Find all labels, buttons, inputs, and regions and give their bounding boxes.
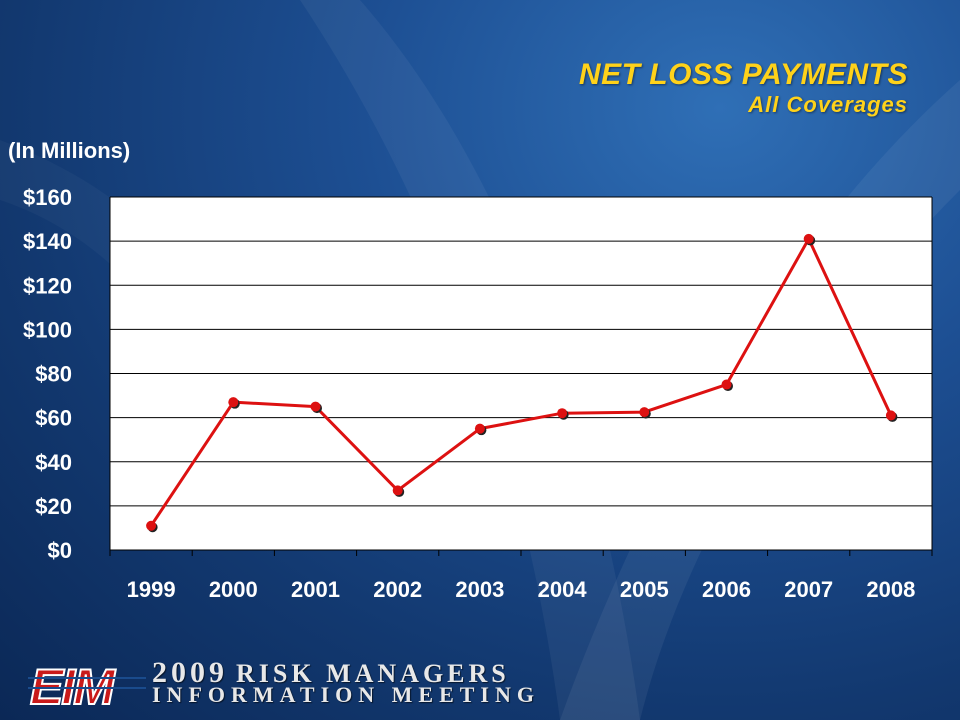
footer-line-1: 2009 RISK MANAGERS (152, 656, 510, 690)
data-point-2006 (721, 379, 732, 390)
x-tick-label-2004: 2004 (538, 577, 588, 602)
y-tick-label-0: $0 (48, 538, 72, 563)
svg-text:EIM: EIM (30, 659, 116, 710)
data-point-2003 (474, 423, 485, 434)
footer-branding: EIM 2009 RISK MANAGERS INFORMATION MEETIN… (28, 656, 534, 712)
x-tick-label-2007: 2007 (784, 577, 833, 602)
y-tick-label-160: $160 (23, 185, 72, 210)
units-label: (In Millions) (8, 138, 131, 163)
data-point-1999 (146, 520, 157, 531)
data-point-2002 (392, 485, 403, 496)
plot-area (109, 196, 933, 556)
eim-logo: EIM (28, 658, 146, 710)
x-tick-label-2003: 2003 (455, 577, 504, 602)
series-points-group (146, 233, 898, 533)
series-line (149, 237, 893, 527)
data-point-2004 (557, 408, 568, 419)
series-line-group (149, 237, 893, 527)
chart-subtitle: All Coverages (748, 92, 908, 117)
y-tick-label-20: $20 (35, 494, 72, 519)
footer-risk-managers: RISK MANAGERS (236, 659, 510, 688)
footer-year: 2009 (152, 656, 228, 689)
data-point-2000 (228, 397, 239, 408)
y-axis-ticks: $0 $20 $40 $60 $80 $100 $120 $140 $160 (23, 185, 72, 563)
x-tick-label-2005: 2005 (620, 577, 669, 602)
data-point-2001 (310, 401, 321, 412)
x-tick-label-2008: 2008 (866, 577, 915, 602)
footer-line-2: INFORMATION MEETING (152, 682, 540, 707)
data-point-2008 (885, 410, 896, 421)
x-tick-label-2000: 2000 (209, 577, 258, 602)
chart-title-block: NET LOSS PAYMENTS All Coverages (579, 58, 908, 118)
y-tick-label-120: $120 (23, 273, 72, 298)
y-tick-label-80: $80 (35, 362, 72, 387)
x-tick-label-1999: 1999 (127, 577, 176, 602)
x-tick-label-2006: 2006 (702, 577, 751, 602)
x-tick-label-2002: 2002 (373, 577, 422, 602)
x-tick-label-2001: 2001 (291, 577, 340, 602)
y-tick-label-60: $60 (35, 406, 72, 431)
data-point-2005 (639, 407, 650, 418)
y-tick-label-140: $140 (23, 229, 72, 254)
x-axis-ticks: 1999 2000 2001 2002 2003 2004 2005 2006 2007 2008 (127, 577, 916, 602)
y-tick-label-40: $40 (35, 450, 72, 475)
y-tick-label-100: $100 (23, 317, 72, 342)
chart-title: NET LOSS PAYMENTS (578, 58, 908, 91)
data-point-2007 (803, 233, 814, 244)
